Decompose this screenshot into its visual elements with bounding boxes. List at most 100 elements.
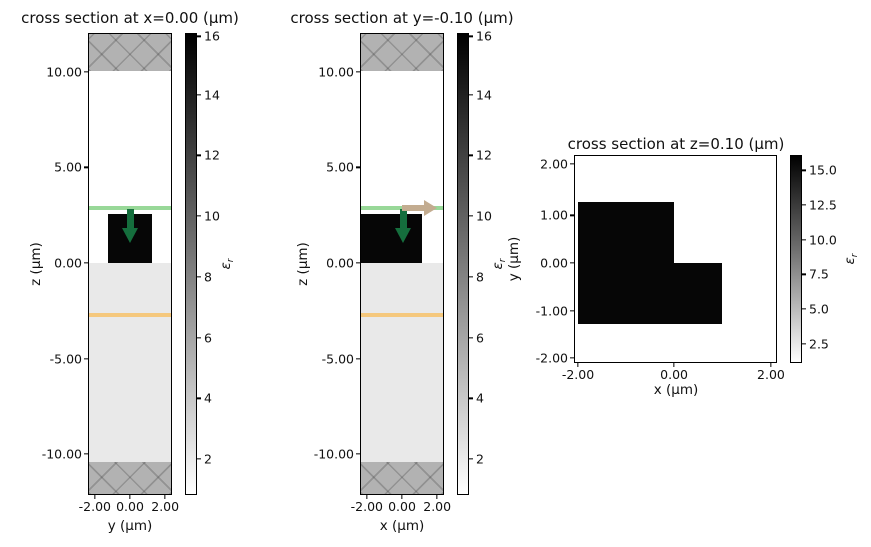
plot3-ytick-mark <box>570 163 574 165</box>
colorbar-tick-label: 4 <box>204 390 212 406</box>
plot3-ytick-label: -2.00 <box>535 350 568 366</box>
colorbar-tick-label: 7.5 <box>809 266 829 282</box>
colorbar-tick-mark <box>197 35 201 37</box>
colorbar-tick-mark <box>469 35 473 37</box>
colorbar-tick-mark <box>802 273 806 275</box>
colorbar-tick-label: 8 <box>476 269 484 285</box>
colorbar-tick-mark <box>802 169 806 171</box>
plot1-xtick-mark <box>94 495 96 499</box>
plot3-xtick-mark <box>577 363 579 367</box>
plot3-arm-region <box>674 262 723 324</box>
colorbar-tick-mark <box>469 154 473 157</box>
plot2-xtick-label: -2.00 <box>350 499 383 514</box>
plot3-ytick-label: -1.00 <box>535 303 568 318</box>
plot1-pml-top-region <box>89 34 171 71</box>
plot1-ytick-mark <box>84 358 88 360</box>
plot3-ytick-mark <box>570 262 574 264</box>
colorbar-tick-mark <box>469 215 473 217</box>
plot1-colorbar: 16 14 12 10 8 6 4 2 <box>185 29 220 495</box>
colorbar-tick-mark <box>197 154 201 157</box>
colorbar-tick-label: 12 <box>204 147 220 163</box>
colorbar-tick-label: 10 <box>204 208 220 224</box>
plot1-ytick-mark <box>84 166 88 169</box>
colorbar-tick-mark <box>197 94 201 96</box>
colorbar-tick-mark <box>469 458 473 460</box>
plot3-xtick-mark <box>673 363 675 367</box>
plot3-ytick-mark <box>570 214 574 216</box>
colorbar-tick-mark <box>802 204 806 206</box>
plot3-colorbar: 15.0 12.5 10.0 7.5 5.0 2.5 <box>790 155 837 363</box>
colorbar-tick-label: 6 <box>204 330 212 346</box>
colorbar-tick-label: 16 <box>476 28 492 44</box>
plot1-ytick-mark <box>84 71 88 73</box>
plot1-substrate-region <box>89 262 171 463</box>
plot3-ytick-mark <box>570 309 574 312</box>
colorbar-tick-mark <box>197 458 201 460</box>
plot3-axes: 2.00 1.00 0.00 -1.00 -2.00 -2.00 0.00 2.… <box>536 155 785 382</box>
plot1-ytick-mark <box>84 262 88 264</box>
plot2-ytick-mark <box>356 358 360 360</box>
plot2-ytick-mark <box>356 262 360 264</box>
plot2-axes: 10.00 5.00 0.00 -5.00 -10.00 -2.00 0.00 … <box>314 33 451 514</box>
colorbar-tick-mark <box>197 215 201 217</box>
plot2-ytick-label: 0.00 <box>326 255 354 271</box>
plot2-xtick-label: 2.00 <box>423 499 452 514</box>
plot2-pml-top-region <box>361 34 443 71</box>
plot1-source-arrow-head <box>121 227 138 243</box>
colorbar-tick-mark <box>469 276 473 278</box>
plot2-polarization-arrow-shaft <box>402 204 425 211</box>
plot2-xtick-mark <box>436 495 438 499</box>
plot1-xtick-label: 2.00 <box>151 499 180 514</box>
colorbar-tick-mark <box>802 343 806 345</box>
plot1-pml-bottom-region <box>89 462 171 494</box>
plot2-x-axis-label: x (μm) <box>379 518 425 534</box>
colorbar-tick-mark <box>802 238 806 241</box>
plot2-source-arrow-head <box>395 227 412 243</box>
plot1-xtick-label: 0.00 <box>116 499 144 514</box>
colorbar-tick-label: 4 <box>476 390 484 406</box>
plot1-monitor-line <box>89 312 171 317</box>
plot1-xtick-label: -2.00 <box>78 499 111 514</box>
colorbar-tick-label: 14 <box>204 87 220 103</box>
colorbar-tick-label: 15.0 <box>809 162 837 178</box>
plot1-source-line <box>89 205 171 210</box>
plot3-ytick-mark <box>570 357 574 359</box>
plot1-xtick-mark <box>164 495 166 499</box>
plot3-ytick-label: 1.00 <box>540 207 568 223</box>
plot2-ytick-mark <box>356 453 360 455</box>
colorbar-tick-label: 2 <box>204 451 212 467</box>
plot2-pml-bottom-region <box>361 462 443 494</box>
colorbar-tick-mark <box>197 336 201 339</box>
colorbar-tick-label: 8 <box>204 269 212 285</box>
plot3-xtick-label: -2.00 <box>561 367 595 382</box>
plot3-colorbar-label: εr <box>842 253 860 265</box>
colorbar-tick-label: 10 <box>476 208 492 224</box>
plot1-x-axis-label: y (μm) <box>107 518 153 534</box>
plot2-y-axis-label: z (μm) <box>295 242 311 286</box>
plot2-xtick-label: 0.00 <box>388 499 416 514</box>
plot1-y-axis-label: z (μm) <box>28 242 44 286</box>
plot3-slab-region <box>578 202 675 324</box>
colorbar-tick-label: 2.5 <box>809 336 829 352</box>
plot2-ytick-label: 5.00 <box>326 159 354 175</box>
plot2-ytick-label: -5.00 <box>321 351 354 367</box>
colorbar-tick-mark <box>469 397 473 399</box>
plot1-colorbar-label: εr <box>218 258 236 270</box>
colorbar-tick-label: 5.0 <box>809 301 829 317</box>
plot2-substrate-region <box>361 262 443 463</box>
plot1-ytick-label: 10.00 <box>46 64 82 80</box>
plot2-ytick-label: 10.00 <box>318 64 354 80</box>
plot2-ytick-mark <box>356 166 360 169</box>
plot2-ytick-label: -10.00 <box>313 446 354 462</box>
plot3-x-axis-label: x (μm) <box>653 382 699 398</box>
plot3-xtick-label: 2.00 <box>757 367 785 382</box>
plot3-ytick-label: 0.00 <box>540 255 568 271</box>
plot3-y-axis-label: y (μm) <box>506 236 522 282</box>
colorbar-tick-label: 6 <box>476 330 484 346</box>
plot1-ytick-mark <box>84 453 88 455</box>
plot2-ytick-mark <box>356 71 360 73</box>
plot1-xtick-mark <box>129 495 131 499</box>
colorbar-tick-mark <box>469 336 473 339</box>
colorbar-tick-mark <box>197 397 201 399</box>
plot3-ytick-label: 2.00 <box>540 156 568 172</box>
